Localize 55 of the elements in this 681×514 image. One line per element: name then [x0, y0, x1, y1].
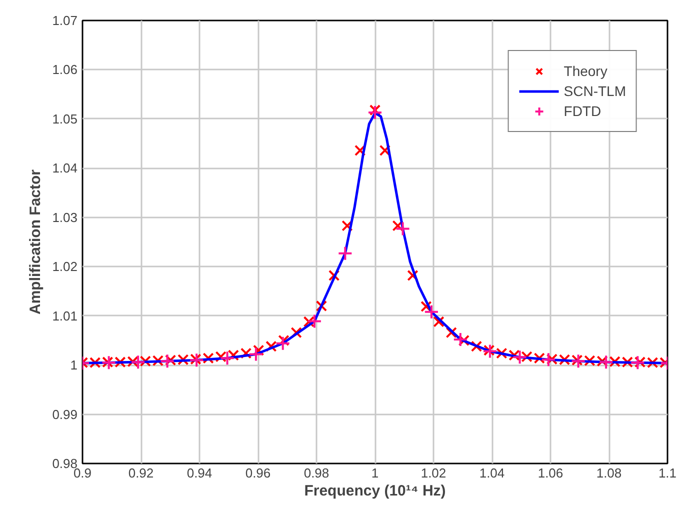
point — [290, 326, 302, 338]
x-tick-label: 1 — [371, 466, 379, 480]
point — [433, 316, 444, 328]
point — [303, 316, 314, 328]
point — [446, 326, 457, 338]
point — [407, 270, 418, 282]
y-tick-label: 1.06 — [52, 62, 78, 78]
x-tick-label: 0.96 — [245, 466, 271, 480]
point — [470, 340, 482, 352]
x-tick-label: 0.92 — [128, 466, 154, 480]
point — [306, 314, 322, 329]
point — [338, 246, 353, 261]
legend-label: FDTD — [564, 103, 602, 119]
point — [328, 270, 340, 282]
point — [278, 334, 290, 346]
point — [316, 300, 328, 312]
y-tick-label: 1.01 — [52, 308, 78, 324]
point — [220, 350, 235, 366]
x-tick-label: 1.08 — [596, 466, 622, 480]
y-tick-label: 1.03 — [52, 210, 78, 225]
point — [452, 332, 468, 347]
y-tick-label: 0.99 — [52, 406, 78, 422]
x-tick-label: 1.04 — [479, 466, 505, 480]
x-tick-label: 1.1 — [658, 466, 677, 480]
legend-label: SCN-TLM — [564, 83, 626, 99]
y-tick-label: 1.04 — [52, 160, 78, 176]
x-tick-label: 1.02 — [420, 466, 446, 480]
x-axis-title: Frequency (10¹⁴ Hz) — [304, 482, 446, 500]
point — [252, 344, 264, 356]
y-tick-label: 1 — [70, 358, 78, 373]
x-tick-label: 0.94 — [186, 466, 212, 480]
point — [420, 300, 432, 312]
legend-label: Theory — [564, 63, 608, 79]
y-axis-title: Amplification Factor — [27, 169, 44, 315]
point — [458, 334, 470, 346]
point — [266, 340, 277, 352]
point — [395, 221, 410, 236]
y-tick-label: 1.02 — [52, 259, 78, 274]
point — [342, 220, 353, 232]
x-tick-label: 1.06 — [538, 466, 564, 480]
point — [482, 344, 498, 359]
point — [379, 144, 391, 156]
point — [368, 105, 382, 120]
point — [369, 104, 381, 116]
point — [424, 304, 439, 320]
point — [130, 354, 146, 370]
point — [512, 350, 528, 365]
x-tick-label: 0.98 — [304, 466, 330, 480]
y-tick-label: 1.07 — [52, 13, 78, 28]
point — [354, 144, 366, 156]
point — [483, 344, 495, 356]
point — [248, 346, 264, 362]
point — [275, 336, 290, 351]
y-tick-label: 1.05 — [52, 111, 78, 126]
point — [392, 220, 404, 232]
